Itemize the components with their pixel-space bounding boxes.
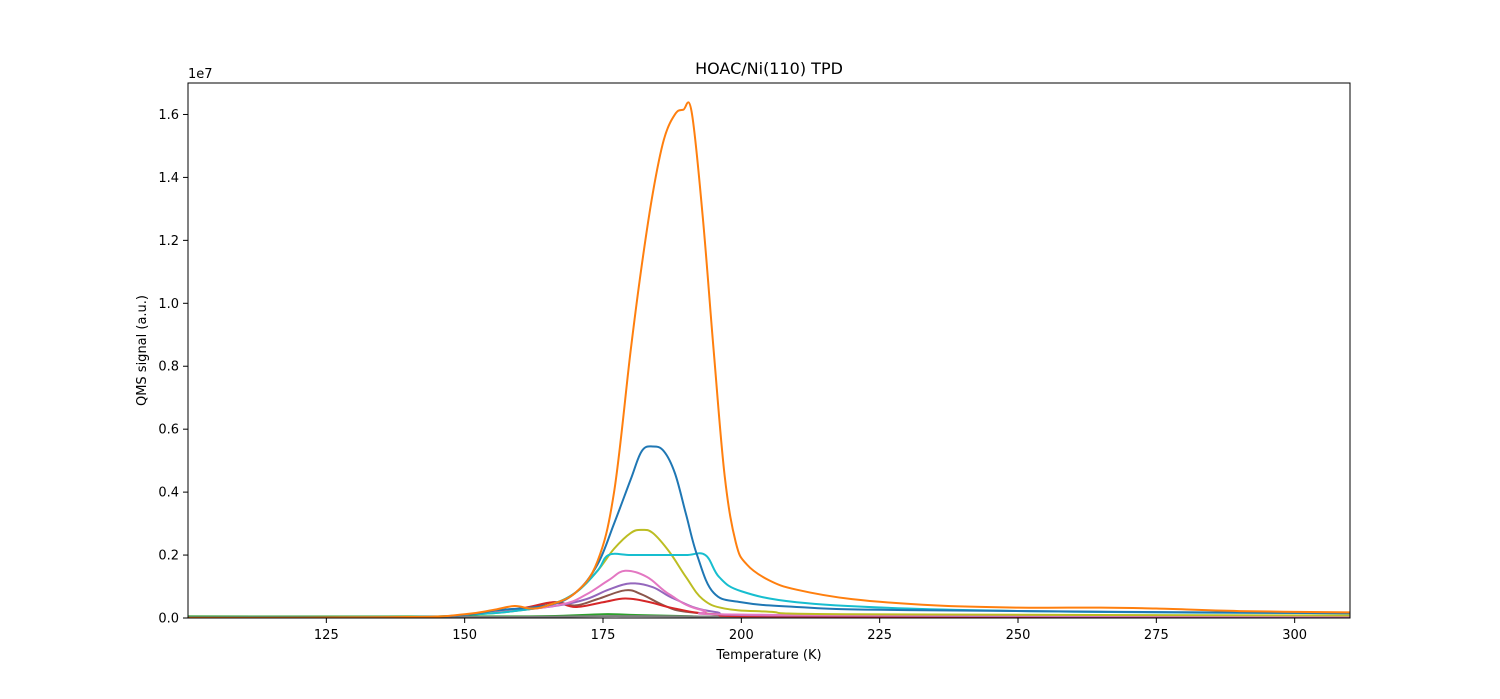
y-tick-label: 1.2 [158,234,179,249]
series-line-10 [188,101,1350,618]
y-axis-offset-label: 1e7 [188,67,213,82]
y-tick-label: 0.6 [158,423,179,438]
chart-title: HOAC/Ni(110) TPD [695,59,843,78]
x-tick-label: 225 [867,628,892,643]
x-tick-label: 250 [1006,628,1031,643]
y-tick-label: 0.2 [158,549,179,564]
y-axis-label: QMS signal (a.u.) [135,295,150,406]
x-tick-label: 200 [729,628,754,643]
y-tick-label: 1.0 [158,297,179,312]
y-tick-label: 0.8 [158,360,179,375]
plot-frame [187,82,1351,619]
plot-series-group [188,101,1350,618]
x-tick-label: 150 [452,628,477,643]
y-tick-label: 1.6 [158,108,179,123]
x-tick-label: 175 [591,628,616,643]
x-tick-label: 125 [314,628,339,643]
y-axis-ticks: 0.0 0.2 0.4 0.6 0.8 1.0 1.2 1.4 1.6 [158,108,188,627]
series-line-8 [188,552,1350,618]
x-tick-label: 275 [1144,628,1169,643]
x-axis-ticks: 125 150 175 200 225 250 275 300 [314,618,1307,643]
x-tick-label: 300 [1282,628,1307,643]
series-line-9 [188,445,1350,618]
x-axis-label: Temperature (K) [715,648,821,663]
y-tick-label: 1.4 [158,171,179,186]
y-tick-label: 0.4 [158,486,179,501]
series-line-3 [188,589,1350,618]
y-tick-label: 0.0 [158,612,179,627]
